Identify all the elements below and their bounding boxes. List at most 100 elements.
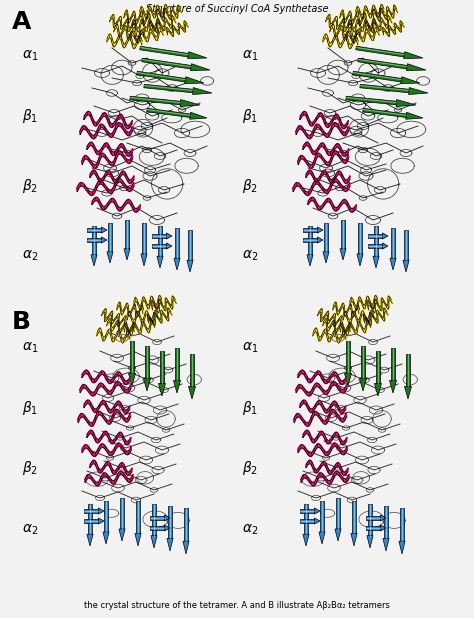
Polygon shape: [119, 529, 125, 541]
Polygon shape: [87, 239, 101, 242]
Polygon shape: [306, 170, 350, 184]
Polygon shape: [320, 501, 324, 532]
Text: $\beta_2$: $\beta_2$: [242, 177, 258, 195]
Polygon shape: [358, 58, 407, 69]
Polygon shape: [124, 249, 130, 260]
Polygon shape: [134, 295, 162, 310]
Polygon shape: [107, 252, 113, 263]
Polygon shape: [391, 228, 395, 258]
Polygon shape: [152, 504, 156, 536]
Polygon shape: [130, 341, 134, 373]
Polygon shape: [120, 498, 124, 529]
Polygon shape: [367, 536, 373, 548]
Polygon shape: [314, 518, 320, 524]
Polygon shape: [298, 443, 347, 457]
Polygon shape: [314, 508, 320, 514]
Text: $\alpha_1$: $\alpha_1$: [22, 341, 38, 355]
Text: $\beta_1$: $\beta_1$: [22, 399, 38, 417]
Polygon shape: [403, 260, 409, 272]
Text: $\beta_1$: $\beta_1$: [242, 399, 258, 417]
Polygon shape: [91, 255, 97, 266]
Text: $\alpha_1$: $\alpha_1$: [22, 49, 38, 63]
Text: $\beta_1$: $\beta_1$: [22, 107, 38, 125]
Polygon shape: [303, 534, 309, 546]
Polygon shape: [132, 19, 160, 32]
Polygon shape: [147, 308, 172, 326]
Polygon shape: [158, 226, 162, 256]
Polygon shape: [360, 84, 409, 93]
Polygon shape: [363, 108, 406, 117]
Polygon shape: [341, 220, 345, 249]
Polygon shape: [87, 534, 93, 546]
Polygon shape: [77, 179, 134, 195]
Polygon shape: [340, 320, 371, 336]
Polygon shape: [190, 112, 207, 119]
Polygon shape: [308, 226, 312, 255]
Polygon shape: [130, 96, 181, 105]
Polygon shape: [157, 256, 163, 268]
Polygon shape: [164, 515, 170, 521]
Polygon shape: [304, 504, 308, 534]
Polygon shape: [404, 230, 408, 260]
Polygon shape: [383, 243, 388, 249]
Polygon shape: [107, 318, 135, 335]
Text: Structure of Succinyl CoA Synthetase: Structure of Succinyl CoA Synthetase: [146, 4, 328, 14]
Polygon shape: [384, 506, 388, 538]
Text: A: A: [12, 10, 31, 34]
Polygon shape: [101, 308, 126, 327]
Polygon shape: [191, 64, 210, 70]
Polygon shape: [294, 409, 346, 426]
Polygon shape: [303, 430, 347, 445]
Polygon shape: [390, 381, 397, 393]
Polygon shape: [365, 15, 392, 33]
Text: $\beta_2$: $\beta_2$: [22, 177, 38, 195]
Polygon shape: [190, 354, 194, 386]
Polygon shape: [114, 24, 145, 41]
Polygon shape: [167, 538, 173, 551]
Polygon shape: [185, 77, 204, 83]
Text: the crystal structure of the tetramer. A and B illustrate Aβ₂Bα₂ tetramers: the crystal structure of the tetramer. A…: [84, 601, 390, 610]
Polygon shape: [90, 170, 134, 184]
Polygon shape: [361, 346, 365, 378]
Polygon shape: [164, 525, 170, 531]
Polygon shape: [99, 508, 104, 514]
Polygon shape: [142, 58, 191, 69]
Polygon shape: [333, 302, 359, 317]
Polygon shape: [335, 529, 341, 541]
Polygon shape: [92, 226, 96, 255]
Text: $\beta_1$: $\beta_1$: [242, 107, 258, 125]
Polygon shape: [323, 318, 351, 335]
Polygon shape: [374, 226, 378, 256]
Polygon shape: [343, 310, 374, 324]
Polygon shape: [127, 310, 158, 324]
Polygon shape: [409, 88, 428, 95]
Polygon shape: [103, 532, 109, 544]
Polygon shape: [319, 532, 325, 544]
Polygon shape: [367, 296, 392, 313]
Polygon shape: [183, 541, 189, 554]
Polygon shape: [87, 142, 133, 156]
Polygon shape: [406, 64, 426, 70]
Polygon shape: [329, 24, 361, 41]
Polygon shape: [352, 501, 356, 533]
Polygon shape: [357, 254, 363, 266]
Polygon shape: [158, 383, 165, 396]
Polygon shape: [307, 255, 313, 266]
Polygon shape: [82, 370, 130, 384]
Polygon shape: [107, 34, 142, 49]
Polygon shape: [303, 142, 349, 156]
Polygon shape: [296, 122, 349, 139]
Polygon shape: [145, 346, 149, 378]
Polygon shape: [152, 234, 166, 238]
Polygon shape: [128, 373, 136, 386]
Polygon shape: [373, 256, 379, 268]
Text: $\beta_2$: $\beta_2$: [242, 459, 258, 477]
Polygon shape: [152, 296, 176, 313]
Polygon shape: [382, 21, 404, 36]
Polygon shape: [87, 228, 101, 232]
Text: $\alpha_2$: $\alpha_2$: [242, 523, 258, 537]
Polygon shape: [136, 501, 140, 533]
Polygon shape: [173, 381, 181, 393]
Polygon shape: [184, 508, 188, 541]
Polygon shape: [130, 27, 164, 43]
